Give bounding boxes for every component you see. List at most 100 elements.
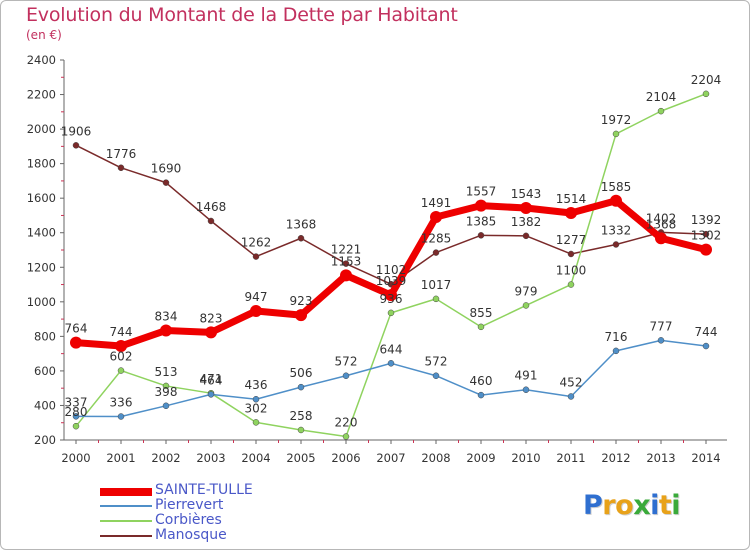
data-point-sainte-tulle [610, 194, 622, 207]
data-point-corbi-res [522, 302, 530, 309]
data-point-pierrevert [657, 337, 665, 344]
data-label-corbi-res: 302 [245, 401, 268, 415]
data-point-pierrevert [207, 391, 215, 398]
x-tick-label: 2004 [241, 451, 270, 465]
data-label-sainte-tulle: 1491 [421, 196, 452, 210]
proxiti-logo: Proxiti [583, 490, 681, 521]
data-label-manosque: 1906 [61, 124, 92, 138]
data-label-manosque: 1368 [286, 217, 317, 231]
data-point-manosque [117, 164, 125, 172]
data-label-corbi-res: 1017 [421, 278, 452, 292]
data-label-manosque: 1285 [421, 232, 452, 246]
data-point-pierrevert [432, 372, 440, 379]
data-label-pierrevert: 460 [470, 374, 493, 388]
data-label-corbi-res: 280 [65, 405, 88, 419]
data-point-manosque [432, 249, 440, 256]
data-label-pierrevert: 644 [380, 342, 403, 356]
legend-label-corbieres: Corbières [155, 512, 222, 528]
data-label-corbi-res: 855 [470, 306, 493, 320]
legend-label-sainte-tulle: SAINTE-TULLE [155, 482, 253, 498]
data-point-sainte-tulle [700, 243, 712, 256]
data-label-corbi-res: 258 [290, 409, 313, 423]
data-label-manosque: 1468 [196, 200, 227, 214]
y-tick-label: 2000 [27, 122, 56, 136]
data-point-corbi-res [432, 295, 440, 303]
data-label-manosque: 1102 [376, 263, 407, 277]
data-point-sainte-tulle [520, 202, 532, 215]
data-point-sainte-tulle [430, 211, 442, 224]
logo-letter: i [650, 490, 659, 521]
data-label-pierrevert: 336 [110, 396, 133, 410]
data-label-manosque: 1221 [331, 243, 362, 257]
x-tick-label: 2010 [511, 451, 540, 465]
data-label-manosque: 1332 [601, 223, 632, 237]
data-point-pierrevert [567, 393, 575, 400]
x-tick-label: 2006 [331, 451, 360, 465]
data-label-pierrevert: 777 [650, 319, 673, 333]
x-tick-label: 2002 [151, 451, 180, 465]
x-tick-label: 2000 [61, 451, 90, 465]
y-tick-label: 800 [34, 329, 56, 343]
data-label-sainte-tulle: 947 [245, 290, 268, 304]
legend-label-pierrevert: Pierrevert [155, 497, 224, 513]
data-point-corbi-res [297, 426, 305, 434]
data-label-pierrevert: 398 [155, 385, 178, 399]
data-label-sainte-tulle: 1543 [511, 187, 542, 201]
y-tick-label: 1400 [27, 226, 56, 240]
legend-swatch-manosque [100, 535, 152, 537]
x-tick-label: 2005 [286, 451, 315, 465]
data-point-manosque [612, 241, 620, 248]
y-tick-label: 2400 [27, 53, 56, 67]
data-label-corbi-res: 220 [335, 416, 358, 430]
data-point-manosque [162, 179, 170, 186]
y-tick-label: 2200 [27, 88, 56, 102]
data-label-pierrevert: 716 [605, 330, 628, 344]
y-tick-label: 1200 [27, 260, 56, 274]
x-tick-label: 2009 [466, 451, 495, 465]
y-tick-label: 600 [34, 364, 56, 378]
x-tick-label: 2008 [421, 451, 450, 465]
data-point-corbi-res [117, 367, 125, 374]
data-label-manosque: 1277 [556, 233, 587, 247]
data-label-sainte-tulle: 1153 [331, 254, 362, 268]
data-point-pierrevert [162, 402, 170, 410]
data-label-manosque: 1690 [151, 162, 182, 176]
data-label-sainte-tulle: 823 [200, 311, 223, 325]
data-point-manosque [252, 253, 260, 260]
data-label-corbi-res: 2204 [691, 73, 722, 87]
data-point-sainte-tulle [385, 289, 397, 302]
logo-letter: t [658, 490, 672, 521]
data-point-corbi-res [252, 419, 260, 426]
data-point-sainte-tulle [160, 324, 172, 337]
chart-title: Evolution du Montant de la Dette par Hab… [26, 4, 458, 26]
data-point-corbi-res [702, 90, 710, 98]
x-tick-label: 2007 [376, 451, 405, 465]
data-point-sainte-tulle [250, 304, 262, 317]
data-label-sainte-tulle: 834 [155, 309, 178, 323]
logo-letter: r [602, 490, 616, 521]
data-point-manosque [207, 217, 215, 225]
data-point-sainte-tulle [295, 309, 307, 322]
logo-letter: x [633, 490, 651, 521]
data-point-corbi-res [342, 433, 350, 440]
data-label-sainte-tulle: 1557 [466, 185, 497, 199]
legend-swatch-sainte-tulle [100, 488, 152, 496]
data-point-manosque [72, 142, 80, 149]
data-label-pierrevert: 452 [560, 375, 583, 389]
data-label-corbi-res: 2104 [646, 90, 677, 104]
y-tick-label: 1600 [27, 191, 56, 205]
data-label-pierrevert: 572 [425, 355, 448, 369]
x-tick-label: 2011 [556, 451, 585, 465]
data-label-sainte-tulle: 1368 [646, 217, 677, 231]
data-label-manosque: 1382 [511, 215, 542, 229]
data-label-pierrevert: 744 [695, 325, 718, 339]
data-label-sainte-tulle: 1302 [691, 229, 722, 243]
data-label-pierrevert: 491 [515, 369, 538, 383]
data-label-corbi-res: 471 [200, 372, 223, 386]
data-point-sainte-tulle [340, 269, 352, 282]
data-point-corbi-res [162, 382, 170, 390]
data-label-pierrevert: 464 [200, 373, 223, 387]
data-label-corbi-res: 1100 [556, 264, 587, 278]
x-tick-label: 2014 [691, 451, 720, 465]
data-point-manosque [477, 232, 485, 239]
